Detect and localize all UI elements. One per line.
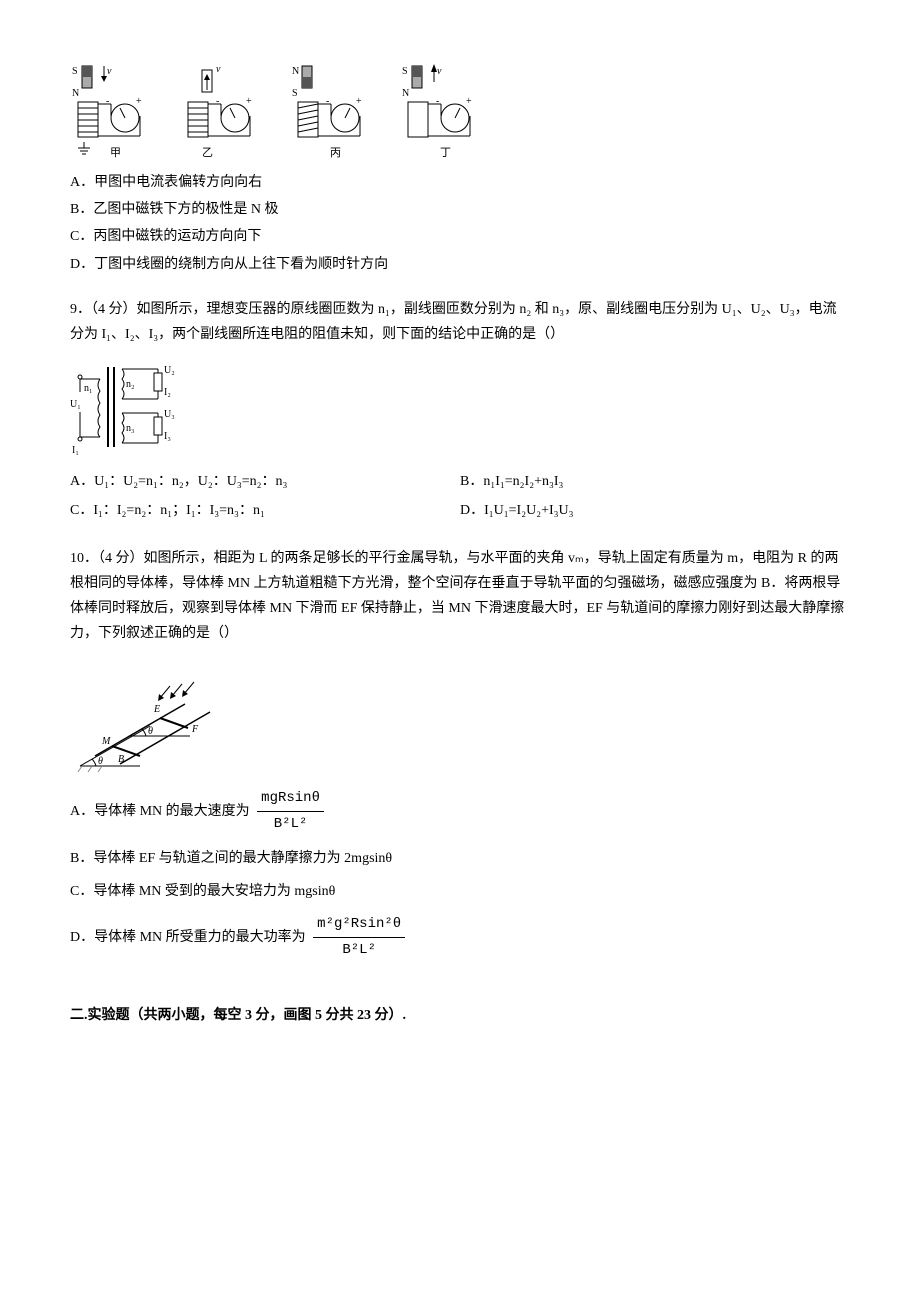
svg-text:+: + — [356, 96, 362, 107]
label-S: S — [72, 66, 78, 77]
diagram-bing: N S - + 丙 — [290, 60, 380, 160]
diagram-jia: S N v - + — [70, 60, 160, 160]
q9-opt-d: D．I₁U₁=I₂U₂+I₃U₃ — [460, 498, 850, 523]
q9-opt-c: C．I₁：I₂=n₂：n₁；I₁：I₃=n₃：n₁ — [70, 498, 460, 523]
svg-text:+: + — [246, 96, 252, 107]
q9-opt-a: A．U₁：U₂=n₁：n₂，U₂：U₃=n₂：n₃ — [70, 469, 460, 494]
diagram-ding: S N v - + 丁 — [400, 60, 490, 160]
q9-stem: 9．（4 分）如图所示，理想变压器的原线圈匝数为 n₁，副线圈匝数分别为 n₂ … — [70, 297, 850, 347]
label-v: v — [216, 64, 221, 75]
q10-opt-b: B．导体棒 EF 与轨道之间的最大静摩擦力为 2mgsinθ — [70, 846, 850, 871]
label-N: N — [72, 88, 79, 99]
svg-text:I₁: I₁ — [72, 445, 79, 456]
label-S: S — [292, 88, 298, 99]
svg-text:n₃: n₃ — [126, 423, 135, 434]
q10-opt-c: C．导体棒 MN 受到的最大安培力为 mgsinθ — [70, 879, 850, 904]
q8-opt-b: B．乙图中磁铁下方的极性是 N 极 — [70, 197, 850, 222]
svg-text:M: M — [101, 736, 111, 747]
svg-text:θ: θ — [148, 726, 153, 737]
label-v: v — [107, 66, 112, 77]
svg-text:F: F — [191, 724, 199, 735]
q8-opt-c: C．丙图中磁铁的运动方向向下 — [70, 224, 850, 249]
section-2-title: 二.实验题（共两小题，每空 3 分，画图 5 分共 23 分）. — [70, 1003, 850, 1028]
svg-text:丁: 丁 — [440, 147, 451, 159]
svg-text:I₂: I₂ — [164, 387, 171, 398]
q9-options: A．U₁：U₂=n₁：n₂，U₂：U₃=n₂：n₃ B．n₁I₁=n₂I₂+n₃… — [70, 467, 850, 525]
svg-text:B: B — [118, 754, 124, 765]
label-v: v — [437, 66, 442, 77]
q9-diagram: U₁ I₁ n₁ n₂ U₂ I₂ n₃ U₃ I₃ — [70, 357, 210, 457]
q10-opt-d: D．导体棒 MN 所受重力的最大功率为 m²g²Rsin²θ B²L² — [70, 912, 850, 963]
q10-diagram: θ θ M E F B — [70, 656, 220, 776]
label-N: N — [292, 66, 299, 77]
svg-text:E: E — [153, 704, 160, 715]
q10-opt-a-frac: mgRsinθ B²L² — [257, 786, 324, 837]
q10-stem: 10．（4 分）如图所示，相距为 L 的两条足够长的平行金属导轨，与水平面的夹角… — [70, 546, 850, 647]
q10-opt-d-frac: m²g²Rsin²θ B²L² — [313, 912, 405, 963]
q8-opt-a: A．甲图中电流表偏转方向向右 — [70, 170, 850, 195]
svg-text:n₁: n₁ — [84, 383, 93, 394]
svg-text:-: - — [216, 96, 219, 107]
svg-text:甲: 甲 — [110, 147, 121, 159]
label-S: S — [402, 66, 408, 77]
q10-opt-a: A．导体棒 MN 的最大速度为 mgRsinθ B²L² — [70, 786, 850, 837]
svg-text:U₂: U₂ — [164, 365, 175, 376]
svg-text:-: - — [326, 96, 329, 107]
q9-opt-b: B．n₁I₁=n₂I₂+n₃I₃ — [460, 469, 850, 494]
svg-text:U₁: U₁ — [70, 399, 81, 410]
svg-text:+: + — [136, 96, 142, 107]
q8-diagrams: S N v - + — [70, 60, 850, 160]
q10-opt-d-prefix: D．导体棒 MN 所受重力的最大功率为 — [70, 930, 306, 945]
svg-text:乙: 乙 — [202, 146, 213, 159]
q10-opt-a-prefix: A．导体棒 MN 的最大速度为 — [70, 804, 250, 819]
q8-opt-d: D．丁图中线圈的绕制方向从上往下看为顺时针方向 — [70, 252, 850, 277]
svg-text:-: - — [106, 96, 109, 107]
diagram-yi: v - + 乙 — [180, 60, 270, 160]
label-N: N — [402, 88, 409, 99]
svg-text:+: + — [466, 96, 472, 107]
svg-text:-: - — [436, 96, 439, 107]
svg-text:I₃: I₃ — [164, 431, 171, 442]
svg-text:U₃: U₃ — [164, 409, 175, 420]
svg-text:丙: 丙 — [330, 147, 341, 159]
svg-text:θ: θ — [98, 756, 103, 767]
svg-text:n₂: n₂ — [126, 379, 135, 390]
